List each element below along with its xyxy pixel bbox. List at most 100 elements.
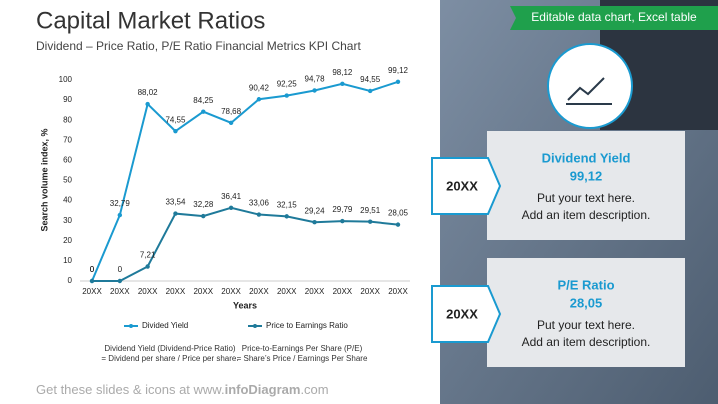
footer: Get these slides & icons at www.infoDiag… — [36, 382, 329, 397]
footer-part: .com — [300, 382, 328, 397]
point — [340, 81, 345, 86]
x-tick-label: 20XX — [193, 287, 213, 296]
card-label-shape — [431, 285, 502, 343]
y-tick-label: 80 — [63, 115, 72, 124]
point — [367, 88, 373, 94]
legend-label: Divided Yield — [142, 321, 188, 330]
data-label: 88,02 — [138, 88, 159, 97]
y-tick-label: 30 — [63, 216, 72, 225]
note: = Dividend per share / Price per share. — [101, 354, 238, 363]
point — [340, 218, 345, 224]
banner-text: Editable data chart, Excel table — [531, 10, 697, 24]
point — [395, 79, 401, 84]
y-tick-label: 60 — [63, 156, 72, 165]
point — [284, 93, 289, 98]
x-tick-label: 20XX — [110, 287, 130, 296]
card-value: 99,12 — [570, 168, 603, 183]
data-label: 28,05 — [388, 209, 409, 218]
data-label: 32,28 — [193, 200, 214, 209]
point — [312, 88, 317, 93]
point — [256, 97, 262, 102]
legend-marker — [253, 324, 257, 328]
y-tick-label: 0 — [68, 276, 73, 285]
y-axis-label: Search volume index, % — [39, 128, 49, 231]
footer-part: Get these slides & icons at www. — [36, 382, 225, 397]
point — [89, 278, 95, 284]
data-label: 29,51 — [360, 206, 381, 215]
card-label: 20XX — [446, 306, 478, 321]
card-text: Add an item description. — [522, 208, 651, 222]
x-tick-label: 20XX — [221, 287, 241, 296]
footer-part: infoDiagram — [225, 382, 301, 397]
data-label: 98,12 — [332, 68, 353, 77]
card-text: Put your text here. — [537, 191, 635, 205]
point — [173, 128, 178, 134]
title: Capital Market Ratios — [36, 7, 265, 34]
x-tick-label: 20XX — [388, 287, 408, 296]
data-label: 0 — [118, 265, 123, 274]
data-label: 84,25 — [193, 96, 214, 105]
y-tick-label: 100 — [59, 75, 73, 84]
data-label: 0 — [90, 265, 95, 274]
data-label: 90,42 — [249, 83, 270, 92]
series-line — [91, 80, 399, 282]
note: = Share’s Price / Earnings Per Share — [237, 354, 368, 363]
data-label: 7,21 — [140, 251, 156, 260]
point — [117, 278, 123, 284]
data-label: 92,25 — [277, 80, 298, 89]
card-title: P/E Ratio — [557, 277, 614, 292]
x-tick-label: 20XX — [305, 287, 325, 296]
data-label: 74,55 — [165, 115, 186, 124]
data-label: 29,79 — [332, 205, 353, 214]
card-value: 28,05 — [570, 295, 603, 310]
x-tick-label: 20XX — [82, 287, 102, 296]
x-tick-label: 20XX — [277, 287, 297, 296]
data-label: 78,68 — [221, 107, 242, 116]
card — [487, 131, 685, 240]
x-tick-label: 20XX — [333, 287, 353, 296]
x-tick-label: 20XX — [166, 287, 186, 296]
y-tick-label: 20 — [63, 236, 72, 245]
point — [117, 212, 123, 218]
subtitle: Dividend – Price Ratio, P/E Ratio Financ… — [36, 39, 361, 53]
legend-label: Price to Earnings Ratio — [266, 321, 348, 330]
data-label: 29,24 — [305, 206, 326, 215]
x-tick-label: 20XX — [138, 287, 158, 296]
x-axis-label: Years — [233, 300, 257, 310]
icon — [567, 77, 605, 101]
point — [395, 222, 401, 227]
y-tick-label: 50 — [63, 176, 72, 185]
point — [201, 213, 206, 219]
note: Price-to-Earnings Per Share (P/E) — [242, 344, 363, 353]
card-label: 20XX — [446, 178, 478, 193]
point — [201, 109, 206, 114]
point — [228, 205, 234, 211]
y-tick-label: 70 — [63, 135, 72, 144]
card-title: Dividend Yield — [542, 150, 631, 165]
data-label: 32,15 — [277, 200, 298, 209]
y-tick-label: 90 — [63, 95, 72, 104]
legend-marker — [129, 324, 133, 328]
data-label: 36,41 — [221, 192, 242, 201]
data-label: 94,78 — [305, 75, 326, 84]
point — [256, 212, 262, 217]
y-tick-label: 40 — [63, 196, 72, 205]
point — [173, 211, 178, 216]
point — [145, 264, 150, 269]
data-label: 33,06 — [249, 199, 270, 208]
card-label-shape — [431, 157, 502, 215]
data-label: 99,12 — [388, 66, 409, 75]
data-label: 33,54 — [165, 198, 186, 207]
y-tick-label: 10 — [63, 256, 72, 265]
banner-shape — [510, 6, 718, 30]
card-text: Put your text here. — [537, 318, 635, 332]
point — [228, 120, 234, 126]
point — [367, 219, 373, 224]
point — [312, 220, 317, 225]
data-label: 32,79 — [110, 199, 131, 208]
icon-circle — [547, 43, 633, 129]
series-line — [92, 206, 399, 282]
data-label: 0 — [90, 265, 95, 274]
